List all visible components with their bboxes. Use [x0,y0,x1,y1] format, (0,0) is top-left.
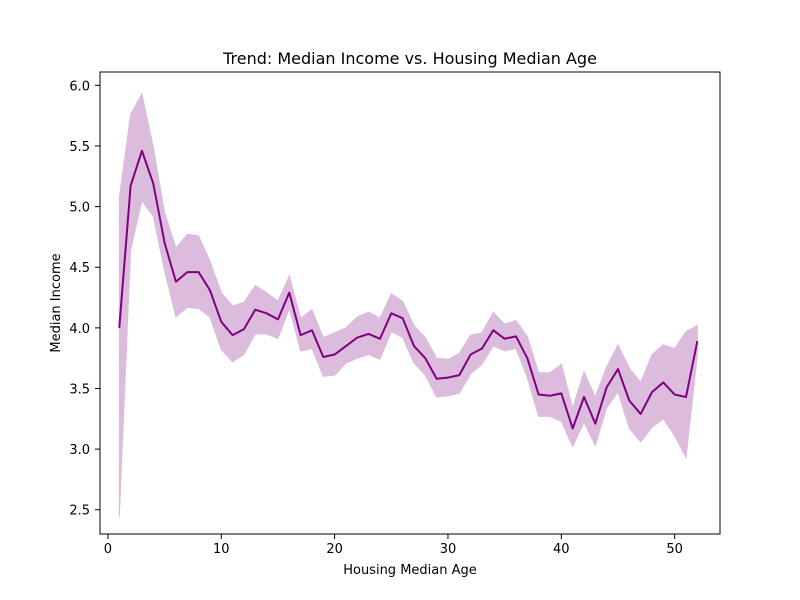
y-tick-label: 4.5 [69,261,90,276]
x-tick-label: 40 [553,542,570,557]
x-axis-label: Housing Median Age [343,563,477,578]
plot-frame [99,71,721,535]
x-tick-label: 50 [666,542,683,557]
y-axis-label: Median Income [49,253,64,352]
chart-title: Trend: Median Income vs. Housing Median … [222,49,597,68]
x-tick-label: 30 [440,542,457,557]
y-axis: 2.5 3.0 3.5 4.0 4.5 5.0 5.5 6.0 [69,79,100,519]
x-tick-label: 20 [326,542,343,557]
plot-area [118,92,699,518]
y-tick-label: 4.0 [69,322,90,337]
x-tick-label: 10 [213,542,230,557]
y-tick-label: 3.5 [69,382,90,397]
y-tick-label: 5.5 [69,140,90,155]
trend-line [118,149,699,430]
y-tick-label: 5.0 [69,201,90,216]
confidence-band [118,92,698,518]
y-tick-label: 6.0 [69,79,90,94]
x-tick-label: 0 [104,542,112,557]
y-tick-label: 2.5 [69,504,90,519]
y-tick-label: 3.0 [69,443,90,458]
x-axis: 0 10 20 30 40 50 [104,534,683,557]
